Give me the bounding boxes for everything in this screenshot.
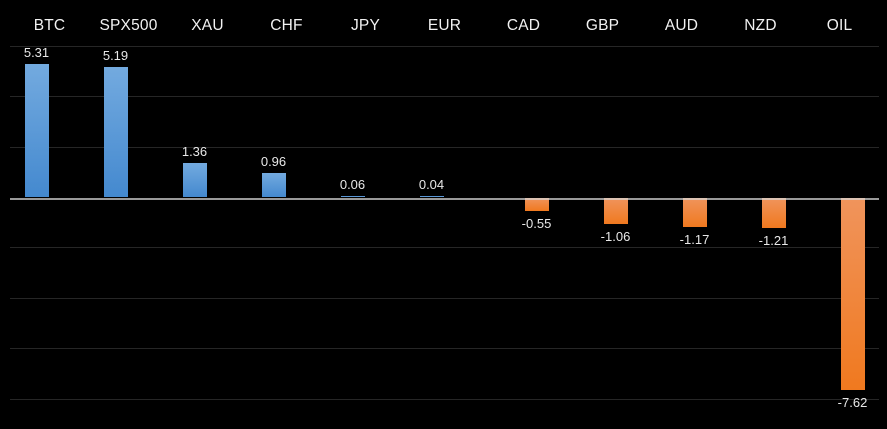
category-label-oil: OIL xyxy=(826,17,853,34)
positive-bar-xau xyxy=(182,163,207,198)
category-label-xau: XAU xyxy=(191,17,224,34)
category-label-cad: CAD xyxy=(506,17,541,34)
value-label-xau: 1.36 xyxy=(181,144,208,160)
gridline xyxy=(10,348,879,350)
gridline xyxy=(10,45,879,47)
gridline xyxy=(10,247,879,249)
category-label-gbp: GBP xyxy=(585,17,620,34)
negative-bar-aud xyxy=(682,197,707,227)
category-label-aud: AUD xyxy=(664,17,699,34)
category-label-eur: EUR xyxy=(427,17,462,34)
positive-bar-spx500 xyxy=(103,66,128,198)
value-label-aud: -1.17 xyxy=(679,231,710,247)
value-label-jpy: 0.06 xyxy=(339,176,366,192)
zero-axis-line xyxy=(10,197,879,200)
category-label-spx500: SPX500 xyxy=(99,17,158,34)
category-label-chf: CHF xyxy=(270,17,303,34)
negative-bar-oil xyxy=(840,197,865,390)
positive-bar-eur xyxy=(419,196,444,198)
gridline xyxy=(10,398,879,400)
gridline xyxy=(10,96,879,98)
value-label-btc: 5.31 xyxy=(23,44,50,60)
value-label-gbp: -1.06 xyxy=(600,229,631,245)
value-label-oil: -7.62 xyxy=(837,394,868,410)
value-label-chf: 0.96 xyxy=(260,154,287,170)
negative-bar-nzd xyxy=(761,197,786,228)
value-label-spx500: 5.19 xyxy=(102,47,129,63)
value-label-nzd: -1.21 xyxy=(758,232,789,248)
negative-bar-cad xyxy=(524,197,549,212)
category-label-nzd: NZD xyxy=(744,17,777,34)
value-label-eur: 0.04 xyxy=(418,177,445,193)
category-label-jpy: JPY xyxy=(350,17,381,34)
positive-bar-btc xyxy=(24,63,49,198)
gridline xyxy=(10,146,879,148)
positive-bar-chf xyxy=(261,173,286,198)
positive-bar-jpy xyxy=(340,195,365,198)
negative-bar-gbp xyxy=(603,197,628,225)
value-label-cad: -0.55 xyxy=(521,216,552,232)
gridline xyxy=(10,297,879,299)
category-label-btc: BTC xyxy=(33,17,66,34)
